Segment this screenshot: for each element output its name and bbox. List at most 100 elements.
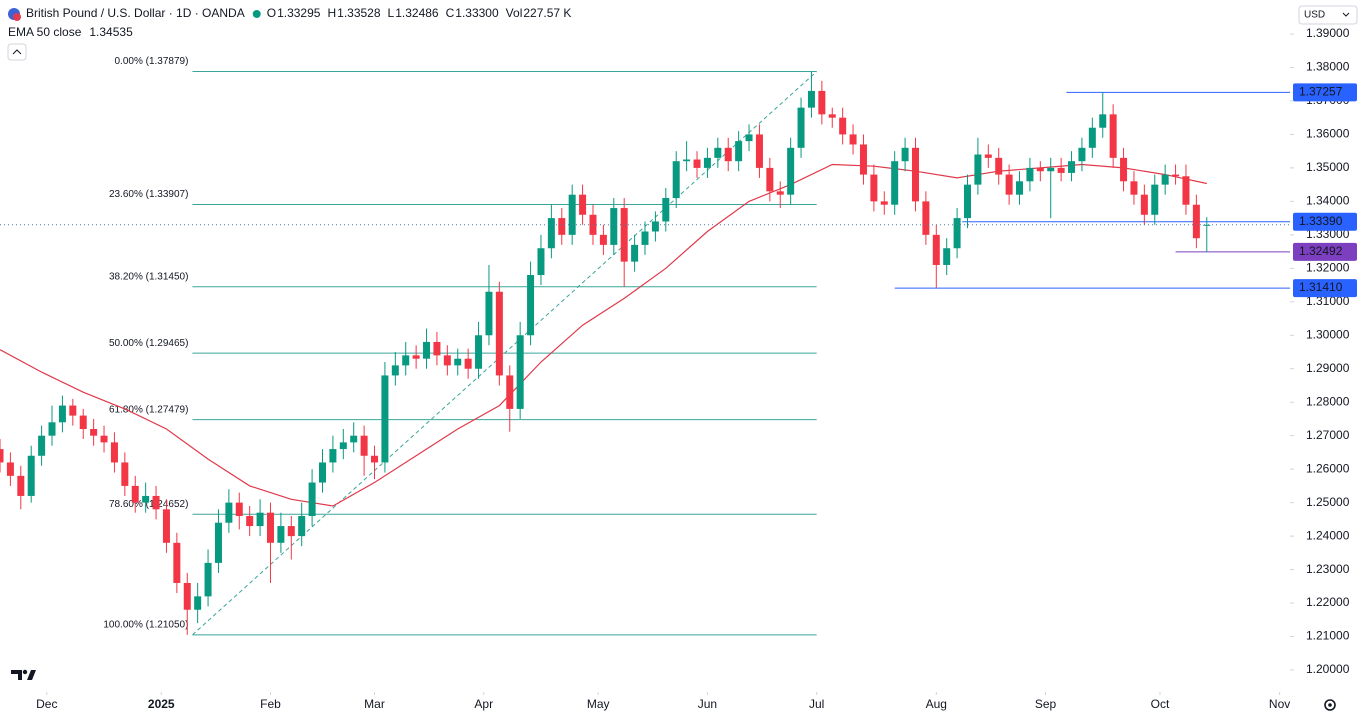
y-tick-label: 1.22000 [1306,595,1350,609]
candle-body [1047,167,1055,172]
y-tick-label: 1.26000 [1306,461,1350,475]
candle-body [454,358,462,366]
candle-body [516,335,524,409]
currency-button[interactable] [1298,5,1358,25]
x-tick-label: Jul [809,697,824,711]
fib-label: 0.00% (1.37879) [115,56,189,67]
ema-line [0,163,1207,507]
legend-key: L [388,6,395,20]
legend-key: Vol [506,6,523,20]
candle-body [932,234,940,265]
indicator-name: EMA 50 close [8,25,82,39]
candle-body [287,526,295,537]
candle-body [1151,184,1159,215]
x-tick-label: Jun [698,697,717,711]
fib-label: 61.80% (1.27479) [109,404,189,415]
candle-body [901,147,909,162]
candle-body [651,221,659,232]
chart-title: British Pound / U.S. Dollar · 1D · OANDA [26,6,245,20]
fib-trend [192,71,817,636]
logo-part [11,670,22,680]
candle-body [631,244,639,262]
candle-body [839,117,847,135]
candle-body [423,341,431,359]
candle-body [100,435,108,443]
candle-body [173,542,181,583]
currency[interactable]: USD [1304,10,1325,21]
candle-body [995,157,1003,175]
candle-body [298,516,306,537]
candle-body [849,134,857,145]
candle-body [246,516,254,527]
candle-body [797,107,805,148]
y-tick-label: 1.31000 [1306,294,1350,308]
fib-label: 100.00% (1.21050) [103,619,188,630]
candle-body [256,512,264,527]
candle-body [152,495,160,510]
fib-label: 38.20% (1.31450) [109,271,189,282]
candle-body [412,355,420,359]
legend-value: 1.33528 [337,6,381,20]
candle-body [38,435,46,456]
candle-body [90,428,98,436]
candle-body [911,147,919,202]
candle-body [131,485,139,503]
candle-body [266,512,274,543]
candle-body [568,194,576,235]
candle-body [58,405,66,423]
candle-body [828,114,836,118]
candle-body [48,422,56,436]
candle-body [214,522,222,563]
candle-body [1172,174,1180,177]
y-tick-label: 1.23000 [1306,562,1350,576]
candle-body [953,218,961,249]
candle-body [807,90,815,108]
y-tick-label: 1.39000 [1306,26,1350,40]
y-tick-label: 1.30000 [1306,327,1350,341]
legend-key: C [446,6,455,20]
candle-body [485,291,493,336]
price-label: 1.33390 [1299,214,1343,228]
candle-body [1026,167,1034,182]
candle-body [506,375,514,409]
candle-body [943,248,951,265]
candle-body [79,415,87,429]
y-tick-label: 1.38000 [1306,60,1350,74]
candle-body [381,375,389,463]
candle-body [745,134,753,142]
price-label-box [1293,212,1357,231]
candle-body [371,455,379,463]
candle-body [0,449,4,463]
candle-body [194,596,202,610]
candle-body [1016,181,1024,195]
y-tick-label: 1.27000 [1306,428,1350,442]
x-tick-label: Mar [364,697,385,711]
collapse-icon [12,49,22,55]
candle-body [1099,114,1107,128]
candle-body [672,161,680,199]
candle-body [495,291,503,376]
candle-body [1161,174,1169,185]
candle-body [662,198,670,222]
candle-body [537,248,545,276]
candle-body [1036,167,1044,172]
candle-body [360,435,368,456]
fib-label: 78.60% (1.24652) [109,499,189,510]
candle-body [329,449,337,463]
indicator-value[interactable]: 1.34535 [89,25,133,39]
y-tick-label: 1.32000 [1306,260,1350,274]
price-label-box [1293,279,1357,298]
x-tick-label: Apr [474,697,493,711]
candle-body [818,90,826,115]
candle-body [142,495,150,503]
collapse-button[interactable] [7,43,27,61]
candle-body [121,462,129,486]
candle-body [475,335,483,369]
fib-label: 23.60% (1.33907) [109,189,189,200]
settings-icon[interactable] [1324,699,1336,711]
candle-body [620,208,628,262]
candle-body [1088,127,1096,148]
tv-logo [11,669,36,680]
settings-icon [1328,703,1332,707]
candle-body [766,167,774,192]
